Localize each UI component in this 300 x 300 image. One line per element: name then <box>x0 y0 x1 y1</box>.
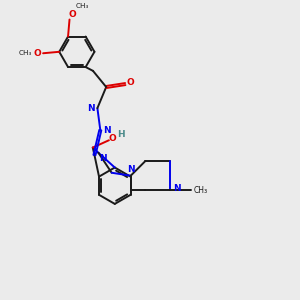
Text: N: N <box>87 103 95 112</box>
Text: O: O <box>33 49 41 58</box>
Text: O: O <box>69 10 76 19</box>
Text: CH₃: CH₃ <box>194 186 208 195</box>
Text: N: N <box>173 184 181 194</box>
Text: CH₃: CH₃ <box>76 3 89 9</box>
Text: O: O <box>127 78 134 87</box>
Text: O: O <box>109 134 116 143</box>
Text: N: N <box>103 126 111 135</box>
Text: CH₃: CH₃ <box>18 50 32 56</box>
Text: H: H <box>117 130 125 139</box>
Text: N: N <box>127 165 134 174</box>
Text: N: N <box>99 154 106 163</box>
